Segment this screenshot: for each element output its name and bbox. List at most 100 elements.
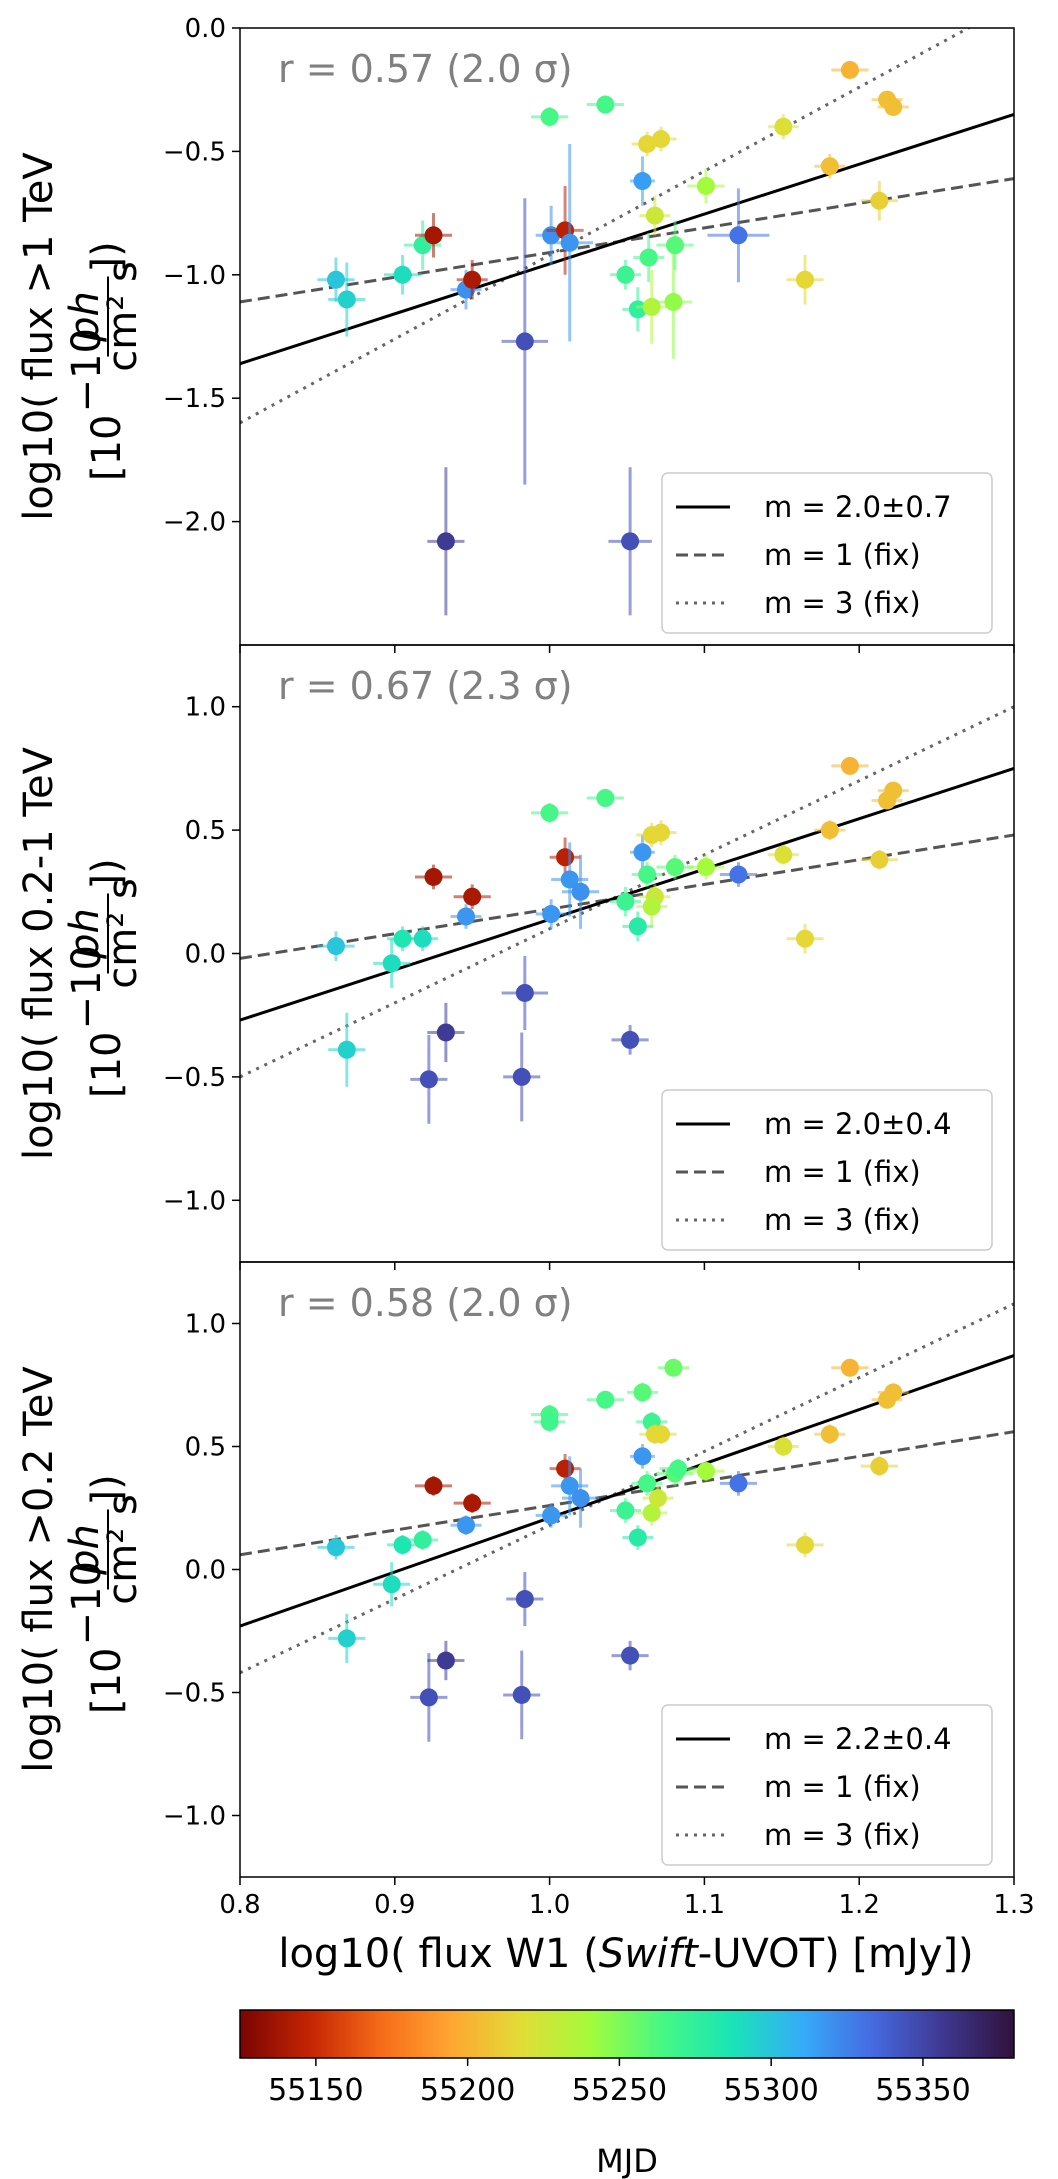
- y-axis-label-line1: log10( flux >0.2 TeV: [16, 1366, 62, 1773]
- fixed-slope-3-line: [240, 1302, 1014, 1675]
- data-marker: [457, 1516, 476, 1535]
- data-point: [549, 837, 581, 877]
- y-tick-label: −1.0: [163, 261, 226, 291]
- colorbar-tick-label: 55350: [875, 2073, 970, 2108]
- legend-label: m = 2.2±0.4: [764, 1722, 952, 1756]
- legend-label: m = 3 (fix): [764, 586, 921, 620]
- panel-2: 1.0 0.5 0.0 −0.5 −1.0 r = 0.67 (2.3 σ) m = 2.0…: [16, 644, 1015, 1270]
- data-point: [659, 1458, 697, 1479]
- data-point: [427, 1002, 465, 1063]
- colorbar-tick-label: 55150: [268, 2073, 363, 2108]
- data-point: [531, 106, 569, 127]
- data-marker: [424, 1476, 443, 1495]
- data-points: [317, 756, 909, 1124]
- data-point: [707, 188, 770, 283]
- data-points: [317, 60, 909, 616]
- x-tick-label: 1.3: [993, 1890, 1034, 1920]
- data-point: [631, 862, 663, 887]
- data-point: [860, 1456, 898, 1477]
- data-point: [328, 1613, 366, 1663]
- data-point: [531, 802, 569, 823]
- data-marker: [652, 823, 671, 842]
- data-point: [611, 1640, 649, 1671]
- data-point: [535, 1503, 567, 1528]
- data-marker: [696, 1462, 715, 1481]
- data-marker: [633, 1447, 652, 1466]
- colorbar: MJD 55150 55200 55250 55300 55350: [239, 2009, 1015, 2179]
- data-point: [383, 255, 422, 295]
- fixed-slope-3-line: [240, 705, 1014, 1079]
- data-point: [317, 257, 355, 302]
- data-point: [561, 1468, 600, 1528]
- data-point: [456, 259, 488, 300]
- data-marker: [729, 226, 748, 245]
- y-tick-label: 1.0: [185, 1310, 226, 1340]
- y-axis-units-suffix: ]): [84, 1474, 130, 1505]
- data-point: [877, 97, 909, 116]
- data-marker: [642, 1503, 661, 1522]
- colorbar-tick-label: 55300: [723, 2073, 818, 2108]
- data-point: [373, 938, 411, 989]
- data-point: [645, 820, 677, 845]
- data-point: [427, 1640, 465, 1681]
- data-point: [410, 1034, 448, 1124]
- data-point: [814, 1424, 846, 1445]
- data-point: [535, 899, 567, 929]
- data-marker: [540, 803, 559, 822]
- data-marker: [840, 756, 859, 775]
- data-point: [719, 1471, 758, 1496]
- data-marker: [413, 929, 432, 948]
- data-point: [630, 1444, 655, 1469]
- data-point: [609, 886, 641, 917]
- data-marker: [796, 270, 815, 289]
- data-marker: [820, 1425, 839, 1444]
- data-point: [860, 849, 898, 870]
- y-axis-units-exponent: −10: [64, 328, 110, 412]
- data-marker: [463, 270, 482, 289]
- data-marker: [463, 887, 482, 906]
- y-tick-label: −1.0: [163, 1802, 226, 1832]
- data-point: [551, 1456, 589, 1516]
- fit-lines: [240, 705, 1014, 1079]
- fixed-slope-1-line: [240, 1430, 1014, 1557]
- data-point: [639, 195, 671, 236]
- colorbar-label: MJD: [596, 2142, 658, 2179]
- data-marker: [639, 248, 658, 267]
- data-point: [630, 835, 655, 870]
- data-marker: [436, 1651, 455, 1670]
- data-marker: [774, 845, 793, 864]
- colorbar-gradient: [239, 2009, 1015, 2059]
- data-point: [611, 1025, 649, 1055]
- data-marker: [326, 1538, 345, 1557]
- y-axis-label-line1: log10( flux 0.2-1 TeV: [16, 746, 62, 1160]
- y-axis-units-denominator: cm² s: [100, 261, 146, 372]
- data-marker: [774, 117, 793, 136]
- data-marker: [556, 848, 575, 867]
- data-marker: [665, 858, 684, 877]
- data-point: [546, 143, 593, 342]
- y-axis-units-prefix: [10: [84, 1032, 130, 1099]
- y-tick-label: −0.5: [163, 137, 226, 167]
- data-marker: [419, 1070, 438, 1089]
- data-marker: [870, 191, 889, 210]
- data-point: [373, 1562, 411, 1607]
- data-marker: [556, 1459, 575, 1478]
- data-marker: [382, 1575, 401, 1594]
- data-marker: [669, 1459, 688, 1478]
- legend-label: m = 2.0±0.4: [764, 1107, 952, 1141]
- panel-3: 1.0 0.5 0.0 −0.5 −1.0 r = 0.58 (2.0 σ) m = 2.2…: [16, 1261, 1015, 1885]
- data-marker: [337, 1629, 356, 1648]
- data-point: [687, 168, 725, 204]
- data-marker: [621, 1030, 640, 1049]
- data-marker: [633, 1383, 652, 1402]
- y-axis-units-denominator: cm² s: [100, 1494, 146, 1605]
- data-point: [414, 213, 453, 258]
- legend-label: m = 3 (fix): [764, 1203, 921, 1237]
- data-point: [453, 1493, 491, 1513]
- legend-box: [661, 1089, 993, 1251]
- data-point: [622, 287, 654, 332]
